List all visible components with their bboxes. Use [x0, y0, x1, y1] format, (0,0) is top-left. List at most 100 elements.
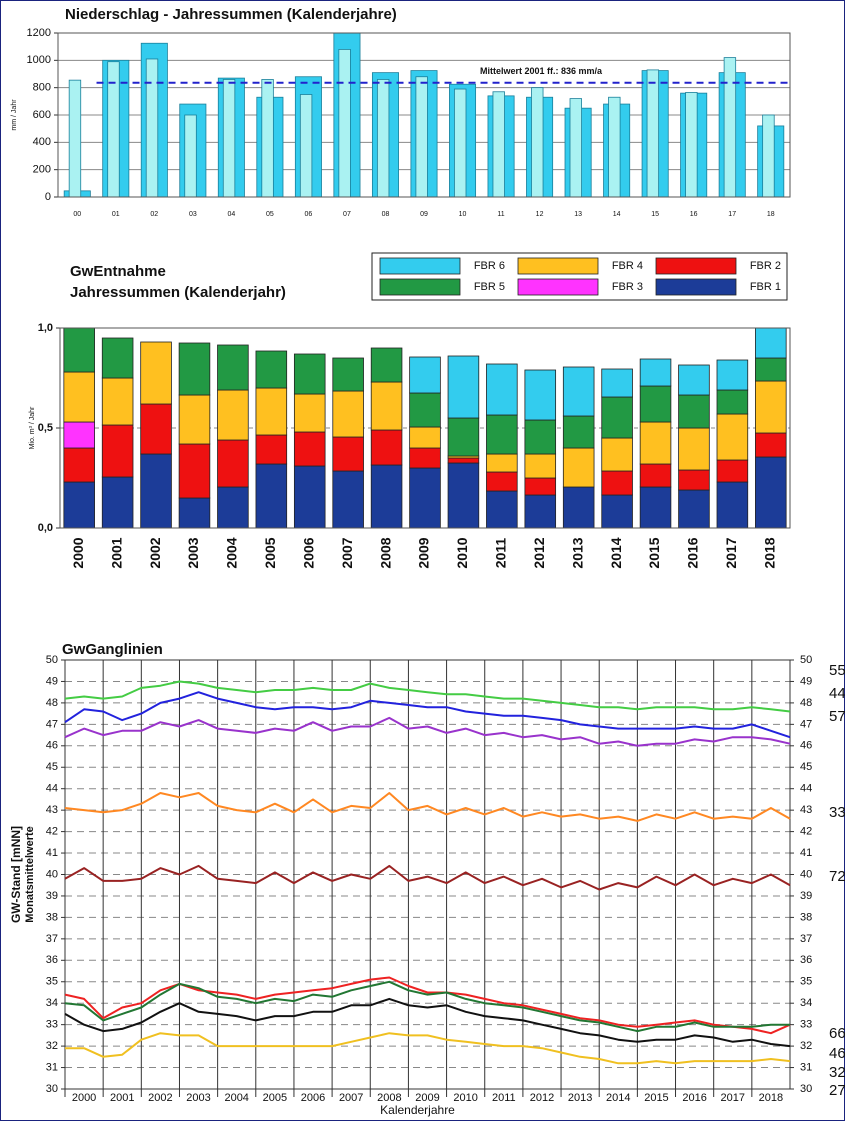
x-tick-label: 2005	[262, 537, 278, 568]
bar-segment	[447, 462, 480, 529]
x-tick-label: 2000	[72, 1092, 96, 1104]
x-tick-label: 2014	[608, 537, 624, 568]
x-tick-label: 2018	[759, 1092, 783, 1104]
series-line	[64, 792, 791, 822]
bar-segment	[716, 459, 749, 483]
y2-tick-label: 42	[800, 826, 812, 838]
legend-swatch	[655, 278, 737, 296]
bar	[492, 91, 505, 198]
bar	[338, 49, 351, 198]
bar	[261, 79, 274, 198]
series-label: 32	[829, 1064, 845, 1081]
bar	[415, 76, 428, 198]
x-tick-label: 2011	[493, 538, 509, 569]
y-tick-label: 50	[46, 654, 58, 666]
x-tick-label: 2013	[569, 537, 585, 568]
y-tick-label: 400	[33, 136, 51, 148]
bar	[454, 88, 467, 198]
bar-segment	[447, 457, 480, 464]
y2-tick-label: 46	[800, 740, 812, 752]
y-tick-label: 0,0	[38, 522, 53, 534]
legend-label: FBR 1	[750, 281, 781, 293]
series-label: 44	[829, 685, 845, 702]
x-tick-label: 2017	[723, 537, 739, 568]
x-tick-label: 2003	[186, 1092, 210, 1104]
x-tick-label: 2012	[531, 537, 547, 568]
y2-tick-label: 32	[800, 1040, 812, 1052]
y-tick-label: 48	[46, 697, 58, 709]
bar-segment	[639, 463, 672, 488]
bar-segment	[178, 342, 211, 396]
y-tick-label: 32	[46, 1040, 58, 1052]
bar-segment	[562, 366, 595, 417]
y-tick-label: 0	[45, 191, 51, 203]
legend-swatch	[379, 278, 461, 296]
bar-segment	[217, 486, 249, 529]
bar-segment	[716, 413, 749, 461]
bar-segment	[409, 447, 441, 469]
y-tick-label: 600	[33, 109, 51, 121]
legend-swatch	[655, 257, 737, 275]
y2-tick-label: 33	[800, 1019, 812, 1031]
y2-tick-label: 43	[800, 804, 812, 816]
bar-segment	[678, 394, 710, 429]
bar-segment	[486, 363, 518, 416]
bar-segment	[409, 392, 441, 428]
bar-segment	[601, 368, 633, 398]
x-tick-label: 2010	[453, 1092, 477, 1104]
plot-frame	[57, 32, 791, 198]
y-tick-label: 39	[46, 890, 58, 902]
chart-title: GwEntnahme	[70, 263, 166, 280]
x-tick-label: 09	[420, 211, 428, 218]
bar-segment	[755, 456, 787, 529]
legend-swatch	[517, 257, 599, 275]
bar-segment	[255, 434, 288, 465]
x-axis-label: Kalenderjahre	[380, 1103, 455, 1117]
x-tick-label: 06	[305, 211, 313, 218]
chart-title: Niederschlag - Jahressummen (Kalenderjah…	[65, 6, 397, 23]
y-tick-label: 34	[46, 997, 58, 1009]
legend-label: FBR 5	[474, 281, 505, 293]
x-tick-label: 2002	[147, 537, 163, 568]
y-tick-label: 1,0	[38, 322, 53, 334]
x-tick-label: 14	[613, 211, 621, 218]
bar-segment	[217, 344, 249, 391]
bar-segment	[140, 341, 172, 405]
x-tick-label: 07	[343, 211, 351, 218]
bar-segment	[716, 389, 749, 415]
x-tick-label: 2006	[301, 1092, 325, 1104]
x-tick-label: 2012	[530, 1092, 554, 1104]
x-tick-label: 2005	[263, 1092, 287, 1104]
bar-segment	[63, 327, 95, 373]
x-tick-label: 01	[112, 211, 120, 218]
series-line	[64, 680, 791, 713]
bar-segment	[217, 389, 249, 441]
bar	[376, 79, 390, 198]
y2-tick-label: 37	[800, 933, 812, 945]
bar-segment	[140, 453, 172, 529]
series-line	[64, 716, 791, 747]
y-tick-label: 0,5	[38, 422, 53, 434]
x-tick-label: 2018	[761, 537, 777, 568]
bar-segment	[178, 394, 211, 445]
x-tick-label: 11	[497, 211, 504, 218]
x-tick-label: 2008	[377, 1092, 401, 1104]
y-axis-label: Monatsmittelwerte	[24, 826, 36, 923]
bar-segment	[293, 353, 326, 395]
bar-segment	[63, 481, 95, 529]
plot-frame	[59, 327, 791, 529]
y2-tick-label: 35	[800, 976, 812, 988]
plot-frame	[64, 659, 791, 1090]
legend-swatch	[517, 278, 599, 296]
x-tick-label: 04	[227, 211, 235, 218]
series-label: 46	[829, 1045, 845, 1062]
bar-segment	[217, 439, 249, 488]
y-tick-label: 200	[33, 164, 51, 176]
bar-segment	[755, 327, 787, 359]
y-axis-label: Mio. m³ / Jahr	[29, 406, 36, 449]
bar-segment	[524, 453, 557, 479]
x-tick-label: 2007	[339, 1092, 363, 1104]
x-tick-label: 17	[728, 211, 736, 218]
legend-label: FBR 2	[750, 260, 781, 272]
